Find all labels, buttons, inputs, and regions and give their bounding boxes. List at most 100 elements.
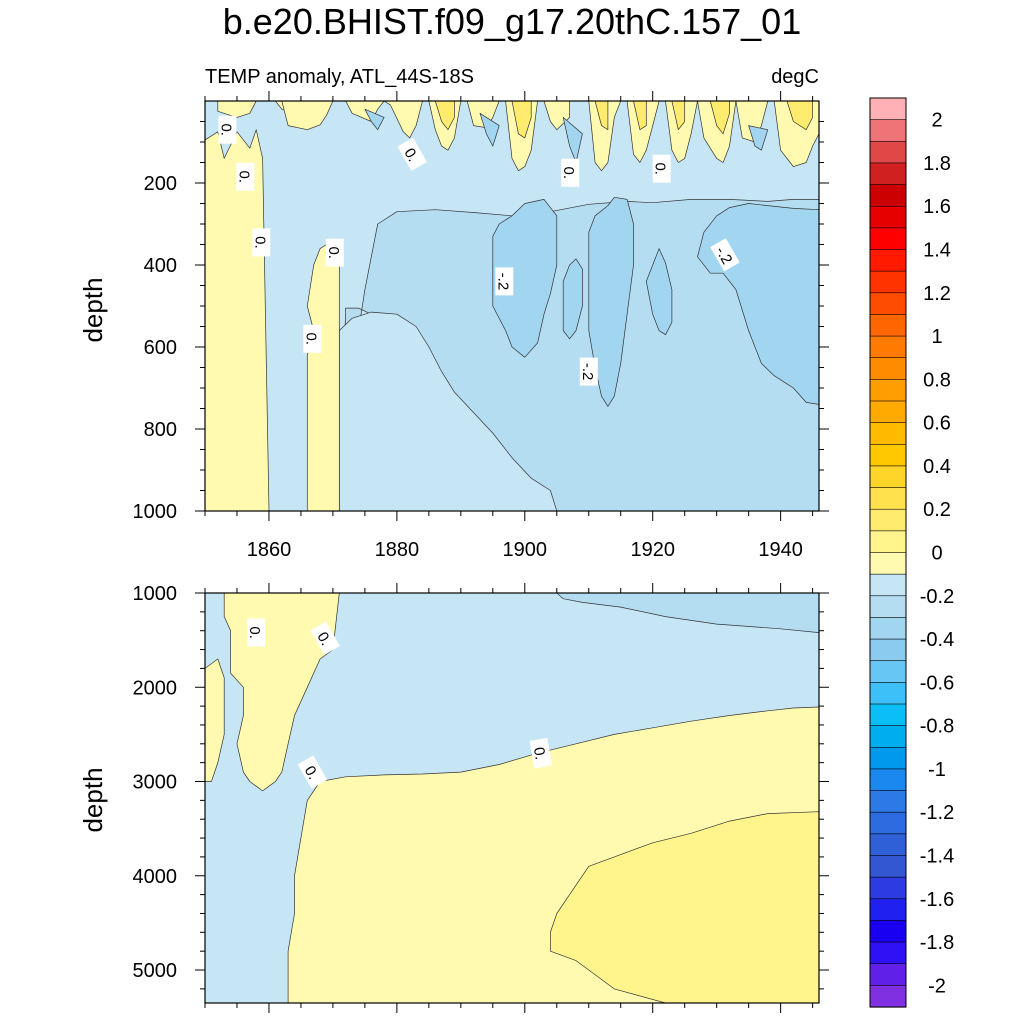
x-tick-label: 1900 — [503, 539, 548, 561]
x-tick-label: 1860 — [247, 539, 292, 561]
contour-label-text: 0. — [251, 236, 268, 249]
colorbar-label: 2 — [931, 110, 942, 132]
y-tick-label: 200 — [144, 173, 177, 195]
contour-label-text: -.2 — [579, 363, 596, 381]
colorbar-swatch — [869, 465, 907, 489]
colorbar-swatch — [869, 985, 907, 1008]
deep-minus-0.1-region — [556, 593, 819, 633]
contour-label-background — [529, 737, 553, 769]
surface-cold-patch-4 — [748, 125, 769, 151]
contour-label-text: 0. — [530, 746, 549, 761]
contour-label-background — [579, 357, 598, 386]
y-tick-label: 600 — [144, 337, 177, 359]
surface-warm-core-5 — [671, 101, 686, 131]
colorbar-swatch — [869, 205, 907, 229]
colorbar-swatch — [869, 876, 907, 900]
y-tick-label: 5000 — [133, 960, 178, 982]
contour-label-text: 0. — [325, 246, 342, 259]
colorbar-swatch — [869, 97, 907, 121]
contour-label-text: 0. — [235, 171, 252, 184]
colorbar-label: -0.6 — [920, 672, 954, 694]
contour-label-background — [236, 162, 255, 191]
contour-label: 0. — [217, 115, 237, 144]
colorbar-swatch — [869, 552, 907, 575]
lower-depth-panel: 1000 2000 3000 4000 5000 0. 0. 0. 0. depth — [78, 583, 829, 1013]
x-tick-label: 1920 — [630, 539, 675, 561]
contour-label: 0. — [529, 737, 553, 769]
neg-0.0-strip — [338, 311, 558, 511]
contour-label-text: 0. — [217, 123, 234, 136]
contour-label: 0. — [310, 621, 340, 655]
contour-label-text: -.2 — [712, 244, 735, 268]
surface-cold-patch-2 — [479, 112, 500, 147]
colorbar-swatch — [869, 292, 907, 316]
colorbar-swatch — [869, 443, 907, 467]
contour-label-text: 0. — [302, 333, 319, 346]
contour-label-background — [247, 618, 266, 647]
colorbar-label: -0.2 — [920, 586, 954, 608]
y-tick-label: 1000 — [133, 583, 178, 605]
colorbar-swatch — [869, 855, 907, 878]
contour-label-background — [397, 137, 427, 171]
contour-label-text: 0. — [652, 162, 669, 175]
colorbar-label: 1.2 — [923, 283, 951, 305]
surface-warm-patch-9 — [543, 101, 570, 131]
contour-label: 0. — [235, 162, 255, 191]
contour-label: 0. — [652, 154, 671, 183]
surface-warm-patch-1 — [217, 101, 257, 118]
contour-label: 0. — [560, 158, 580, 187]
colorbar-label: 1.4 — [923, 240, 951, 262]
lower-contour-labels: 0. 0. 0. 0. — [246, 618, 553, 789]
upper-contour-labels: 0. 0. 0. 0. 0. 0. -.2 0. -.2 0. -.2 — [217, 115, 740, 386]
contour-label: 0. — [302, 324, 322, 353]
colorbar-label: 0.6 — [923, 413, 951, 435]
y-tick-label: 3000 — [133, 772, 178, 794]
contour-label: 0. — [297, 755, 328, 789]
contour-label: -.2 — [579, 357, 598, 386]
colorbar-label: -2 — [928, 975, 946, 997]
colorbar-swatch — [869, 573, 907, 597]
colorbar-label: 0.8 — [923, 369, 951, 391]
deep-pos-strip-b — [205, 658, 225, 782]
colorbar-swatch — [869, 790, 907, 813]
colorbar-label: -1 — [928, 759, 946, 781]
colorbar-swatch — [869, 400, 907, 424]
colorbar-swatch — [869, 249, 907, 272]
colorbar-swatch — [869, 746, 907, 770]
colorbar-label: 1 — [931, 326, 942, 348]
contour-label-background — [218, 115, 237, 144]
colorbar-swatch — [869, 270, 907, 294]
contour-label: 0. — [251, 228, 271, 257]
colorbar-label: 1.6 — [923, 196, 951, 218]
colorbar-swatch — [869, 508, 907, 532]
contour-label: -.2 — [710, 238, 740, 272]
colorbar-swatch — [869, 617, 907, 640]
surface-warm-patch-5 — [383, 101, 423, 139]
lower-axes: 1000 2000 3000 4000 5000 — [133, 583, 829, 1013]
surface-warm-patch-12 — [665, 101, 698, 163]
upper-axes: 1860 1880 1900 1920 1940 200 400 600 800 1000 — [133, 91, 829, 561]
contour-label-text: -.2 — [494, 273, 511, 291]
surface-warm-core-3 — [594, 101, 609, 131]
colorbar-swatch — [869, 357, 907, 380]
contour-label: 0. — [397, 137, 427, 171]
contour-label: -.2 — [494, 267, 514, 296]
deep-pos-core — [550, 811, 819, 1003]
y-tick-label: 1000 — [133, 501, 178, 523]
contour-label-text: 0. — [560, 167, 577, 180]
colorbar-label: 1.8 — [923, 153, 951, 175]
surface-warm-patch-10 — [588, 101, 622, 172]
colorbar-swatch — [869, 595, 907, 619]
colorbar-swatch — [869, 941, 907, 965]
colorbar-label: -0.4 — [920, 629, 954, 651]
contour-label: 0. — [325, 238, 344, 267]
colorbar-swatch — [869, 227, 907, 251]
colorbar-label: -1.4 — [920, 846, 954, 868]
colorbar-swatch — [869, 833, 907, 857]
colorbar-label: 0.4 — [923, 456, 951, 478]
y-tick-label: 4000 — [133, 866, 178, 888]
colorbar-label: -1.8 — [920, 932, 954, 954]
colorbar-frame — [869, 97, 907, 1008]
